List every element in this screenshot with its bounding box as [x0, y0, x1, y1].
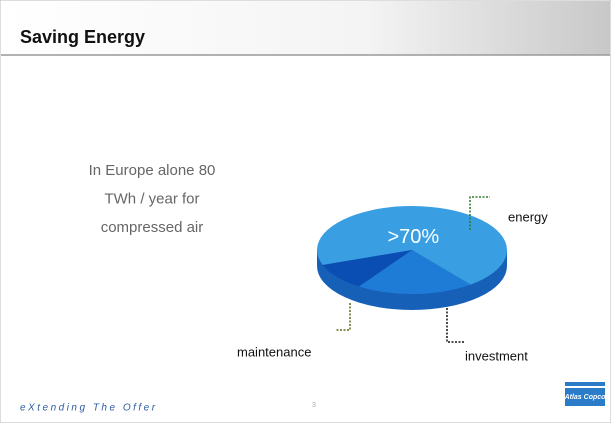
logo-text: Atlas Copco — [564, 394, 607, 401]
legend-label: maintenance — [237, 344, 311, 359]
value-label: >70% — [387, 226, 439, 248]
logo-stripe — [565, 386, 605, 388]
pie-chart: >70% — [317, 206, 507, 310]
slide-title: Saving Energy — [20, 27, 145, 47]
legend-label: energy — [508, 209, 548, 224]
footer-tagline: eXtending The Offer — [20, 403, 158, 414]
page-number: 3 — [312, 402, 316, 409]
slide: Saving Energy In Europe alone 80 TWh / ye… — [0, 0, 611, 423]
body-line: In Europe alone 80 — [89, 162, 216, 179]
body-line: TWh / year for — [104, 190, 199, 207]
legend-label: investment — [465, 348, 528, 363]
body-line: compressed air — [101, 219, 204, 236]
page: {"slide": {"title": "Saving Energy", "bo… — [0, 0, 611, 423]
body-text: In Europe alone 80 TWh / year for compress… — [89, 162, 216, 236]
